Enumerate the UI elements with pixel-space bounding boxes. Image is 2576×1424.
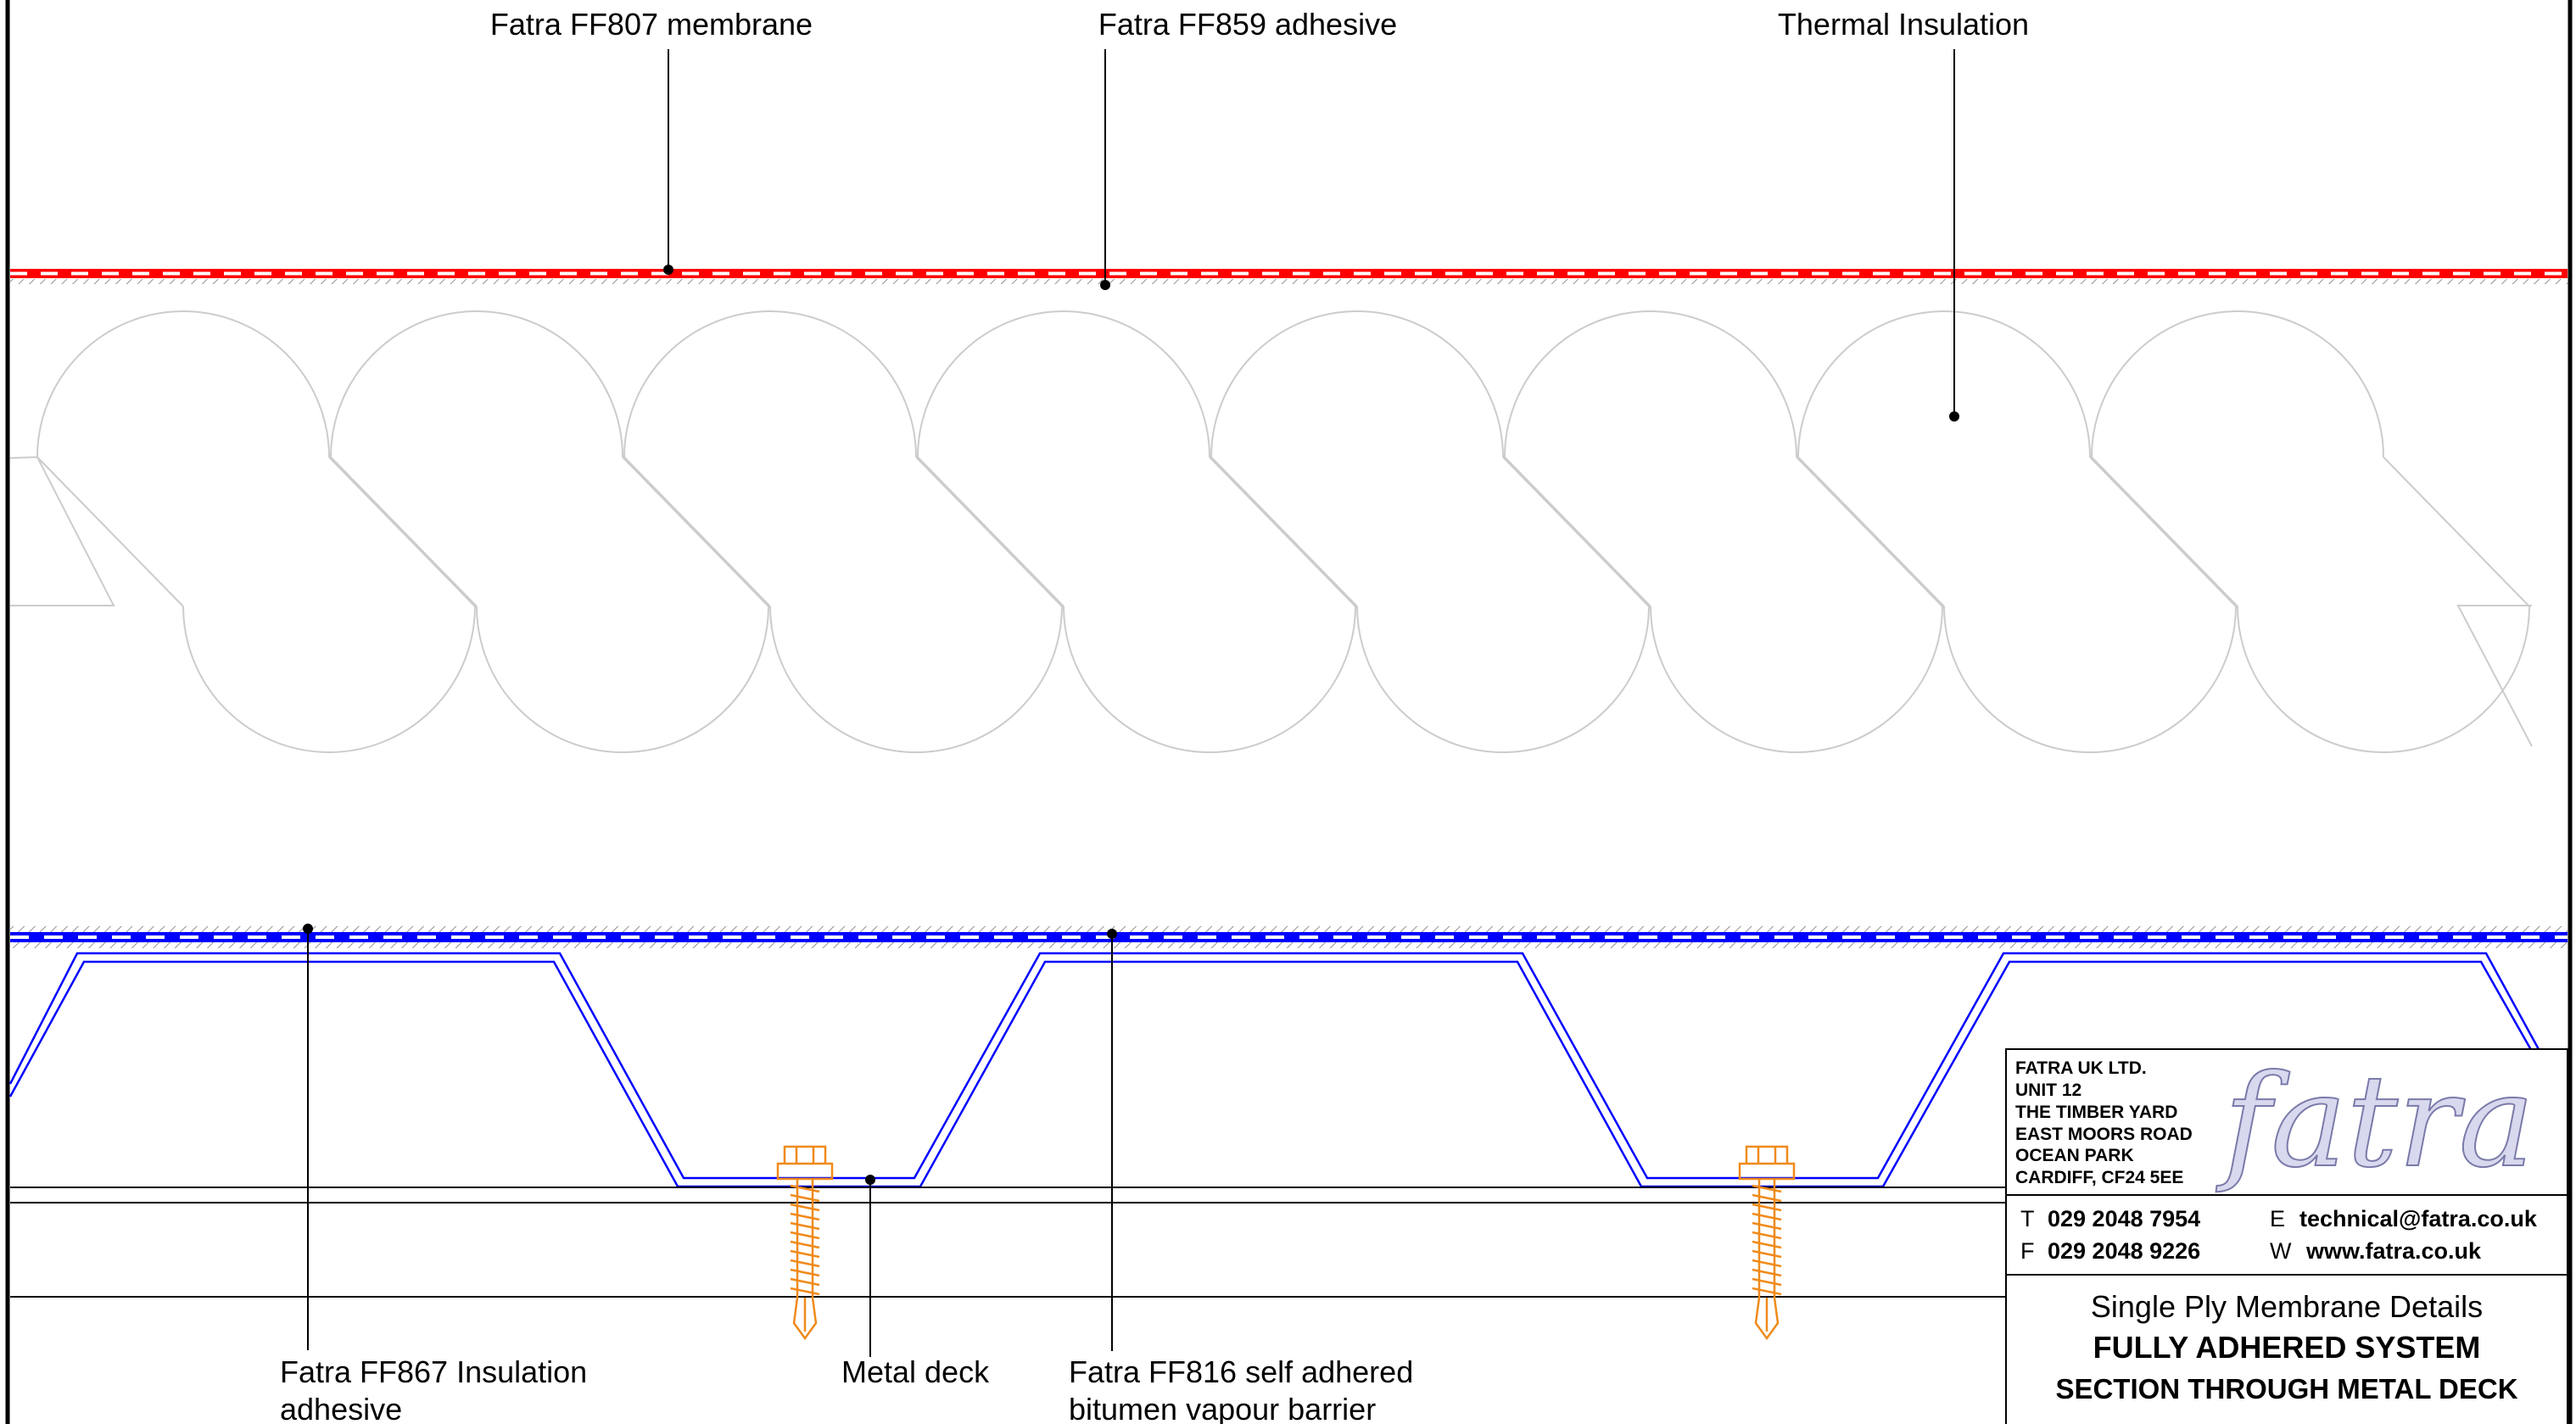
support-lines [10,1187,2006,1298]
address-line: CARDIFF, CF24 5EE [2015,1168,2183,1187]
company-name: FATRA UK LTD. [2015,1058,2147,1078]
fatra-logo: fatra [2216,1048,2534,1196]
metal-deck-profile [8,952,2546,1188]
insulation-adhesive-layer [10,926,2568,932]
adhesive-layer [10,279,2568,284]
email-prefix: E [2270,1206,2285,1231]
phone-prefix: T [2020,1206,2035,1231]
web-prefix: W [2270,1238,2292,1264]
fax-prefix: F [2020,1238,2035,1264]
screw-outline [776,1145,834,1341]
insulation-adhesive-label-line1: Fatra FF867 Insulation [280,1354,587,1389]
address-line: UNIT 12 [2015,1081,2081,1100]
address-line: THE TIMBER YARD [2015,1103,2177,1122]
drawing-title-line1: FULLY ADHERED SYSTEM [2093,1330,2481,1365]
self-drilling-screw-fixing [776,1145,834,1341]
email-address: technical@fatra.co.uk [2299,1206,2538,1231]
web-address: www.fatra.co.uk [2305,1238,2482,1264]
vapour-barrier-underlay [10,942,2568,948]
metal-deck-label: Metal deck [841,1354,990,1389]
title-block: FATRA UK LTD. UNIT 12 THE TIMBER YARD EA… [2005,1047,2568,1424]
membrane-label: Fatra FF807 membrane [490,7,813,42]
vapour-barrier-label-line2: bitumen vapour barrier [1069,1392,1376,1424]
vapour-barrier-label-line1: Fatra FF816 self adhered [1069,1354,1413,1389]
insulation-layer [9,310,2533,753]
drawing-subtitle: Single Ply Membrane Details [2091,1289,2483,1324]
insulation-adhesive-label-line2: adhesive [280,1392,402,1424]
leader-lines [303,49,1959,1357]
drawing-title-line2: SECTION THROUGH METAL DECK [2055,1373,2517,1404]
self-drilling-screw-fixing [1738,1145,1796,1341]
insulation-label: Thermal Insulation [1778,7,2029,42]
address-line: EAST MOORS ROAD [2015,1125,2193,1144]
screw-outline [1738,1145,1796,1341]
address-line: OCEAN PARK [2015,1146,2134,1165]
insulation-batt-outline [9,310,2533,753]
fax-number: 029 2048 9226 [2048,1238,2200,1264]
adhesive-label: Fatra FF859 adhesive [1098,7,1397,42]
phone-number: 029 2048 7954 [2048,1206,2200,1231]
membrane-layer [10,269,2568,278]
vapour-barrier-layer [10,932,2568,942]
